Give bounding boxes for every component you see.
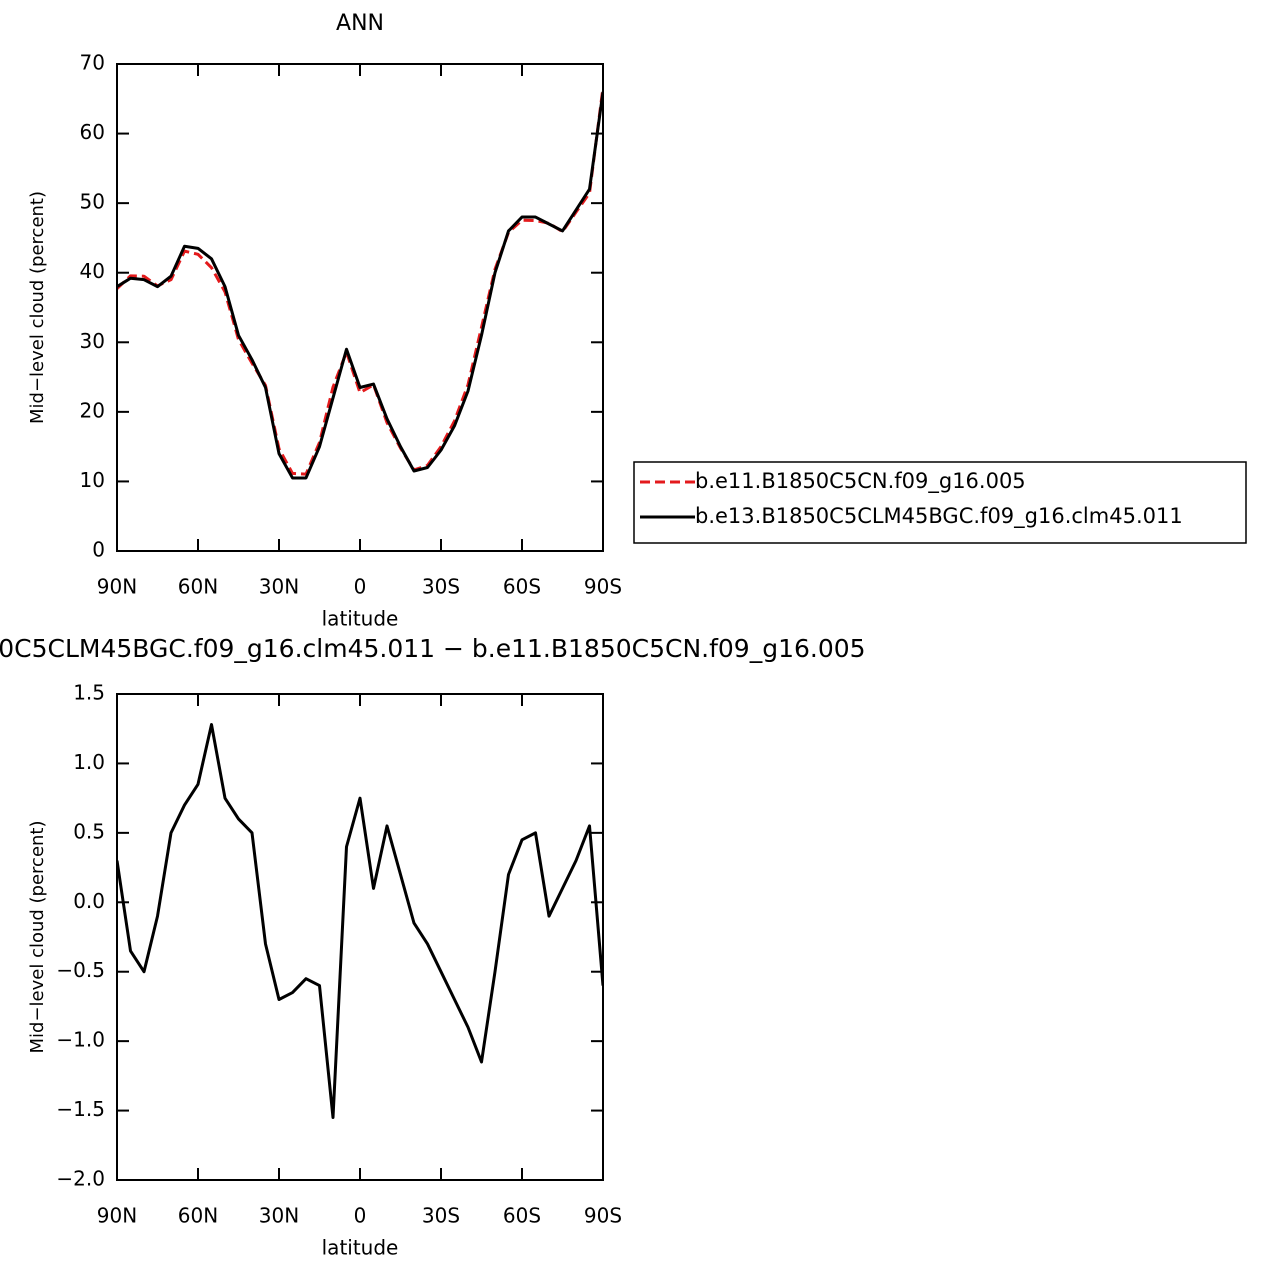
y-tick-label: −1.5 — [56, 1097, 105, 1121]
x-tick-label: 90N — [97, 1204, 137, 1228]
y-axis-label: Mid−level cloud (percent) — [27, 191, 48, 424]
y-tick-label: 10 — [80, 468, 105, 492]
data-line — [117, 723, 603, 1120]
y-tick-label: 0.0 — [73, 889, 105, 913]
y-tick-label: 40 — [80, 259, 105, 283]
x-tick-label: 90S — [584, 575, 622, 599]
y-tick-label: 70 — [80, 51, 105, 75]
plot-frame — [116, 63, 604, 552]
x-tick-label: 60N — [178, 1204, 218, 1228]
x-tick-label: 60N — [178, 575, 218, 599]
y-tick-label: 60 — [80, 120, 105, 144]
chart-title: ANN — [336, 11, 384, 36]
plot-frame — [116, 693, 604, 1181]
legend-label: b.e11.B1850C5CN.f09_g16.005 — [695, 469, 1026, 494]
y-axis-label: Mid−level cloud (percent) — [27, 820, 48, 1053]
x-tick-label: 60S — [503, 1204, 541, 1228]
x-tick-label: 90S — [584, 1204, 622, 1228]
y-tick-label: 1.5 — [73, 681, 105, 705]
x-tick-label: 30S — [422, 575, 460, 599]
chart-title: b.e13.B1850C5CLM45BGC.f09_g16.clm45.011 … — [0, 634, 866, 663]
y-tick-label: 30 — [80, 329, 105, 353]
data-line — [117, 87, 603, 476]
y-tick-label: 50 — [80, 190, 105, 214]
y-tick-label: 0 — [92, 538, 105, 562]
y-tick-label: −0.5 — [56, 958, 105, 982]
x-tick-label: 0 — [354, 1204, 367, 1228]
x-tick-label: 0 — [354, 575, 367, 599]
x-axis-label: latitude — [322, 607, 399, 631]
y-tick-label: 1.0 — [73, 750, 105, 774]
y-tick-label: −1.0 — [56, 1028, 105, 1052]
x-tick-label: 30S — [422, 1204, 460, 1228]
y-tick-label: 20 — [80, 398, 105, 422]
legend-label: b.e13.B1850C5CLM45BGC.f09_g16.clm45.011 — [695, 504, 1183, 529]
x-tick-label: 60S — [503, 575, 541, 599]
data-line — [117, 91, 603, 480]
y-tick-label: 0.5 — [73, 819, 105, 843]
x-tick-label: 90N — [97, 575, 137, 599]
y-tick-label: −2.0 — [56, 1167, 105, 1191]
x-tick-label: 30N — [259, 575, 299, 599]
legend-box — [633, 461, 1247, 544]
x-axis-label: latitude — [322, 1236, 399, 1260]
x-tick-label: 30N — [259, 1204, 299, 1228]
